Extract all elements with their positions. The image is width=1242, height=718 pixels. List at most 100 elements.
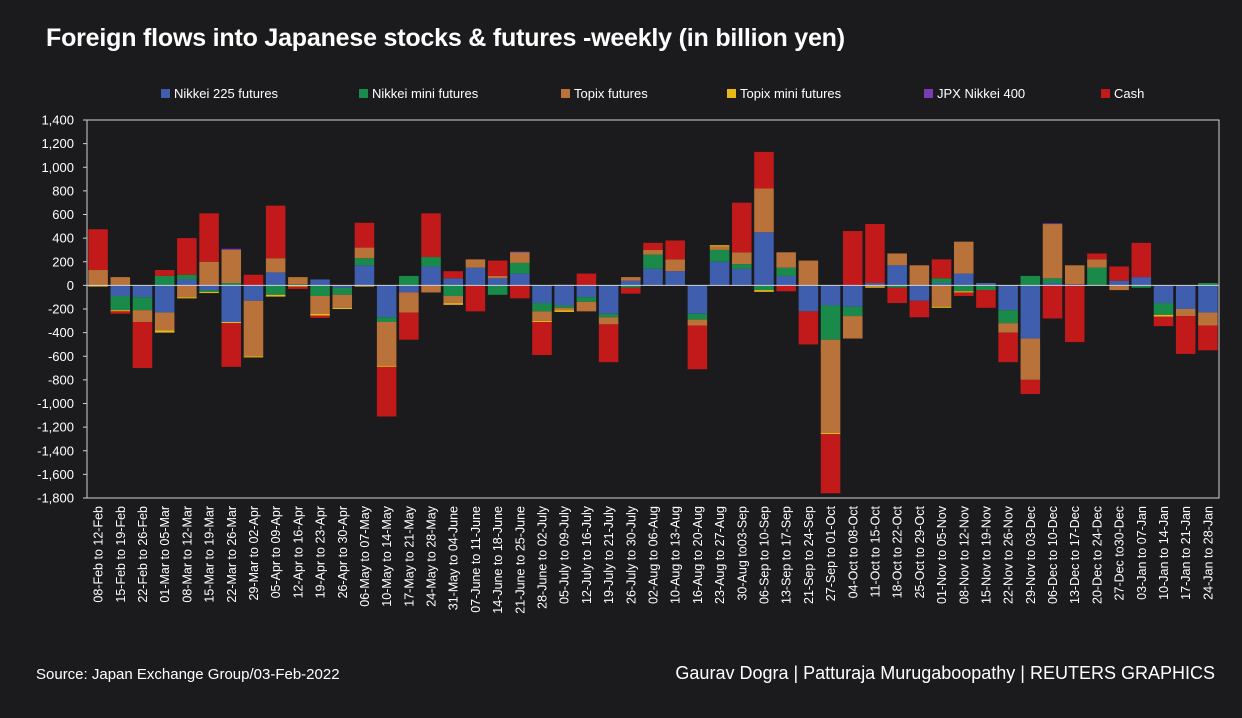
x-tick-label: 13-Sep to 17-Sep <box>780 506 794 604</box>
bar-segment-nikkei-225-futures <box>976 283 996 286</box>
bar-segment-topix-mini-futures <box>532 320 552 322</box>
bar-segment-nikkei-225-futures <box>221 285 242 322</box>
bar-segment-nikkei-mini-futures <box>532 303 552 312</box>
bar-segment-cash <box>1153 316 1174 327</box>
bar-segment-nikkei-225-futures <box>332 285 353 288</box>
bar-segment-topix-futures <box>243 300 264 357</box>
x-tick-label: 05-Apr to 09-Apr <box>269 506 283 598</box>
legend-label: Topix futures <box>574 86 648 101</box>
bar-segment-nikkei-mini-futures <box>510 262 530 274</box>
bar-segment-cash <box>732 202 752 253</box>
bar-segment-cash <box>154 270 175 276</box>
bar-segment-nikkei-mini-futures <box>754 285 774 291</box>
bar-segment-nikkei-mini-futures <box>998 310 1018 324</box>
bar-segment-cash <box>820 434 841 494</box>
bar-segment-topix-futures <box>265 258 286 273</box>
bar-segment-topix-mini-futures <box>953 291 974 293</box>
legend-swatch-topix-futures <box>561 89 570 98</box>
bar-segment-nikkei-225-futures <box>709 261 730 286</box>
bar-segment-jpx-nikkei-400 <box>1042 223 1063 225</box>
bar-segment-topix-futures <box>288 277 308 285</box>
y-tick-label: -800 <box>48 372 74 387</box>
x-tick-label: 19-July to 21-July <box>602 505 616 604</box>
legend-label: Cash <box>1114 86 1145 101</box>
x-tick-label: 17-Jan to 21-Jan <box>1179 506 1193 600</box>
bar-segment-nikkei-225-futures <box>865 283 885 286</box>
bar-segment-cash <box>976 290 996 308</box>
bar-segment-nikkei-225-futures <box>1109 280 1129 286</box>
bar-segment-topix-futures <box>487 275 508 279</box>
y-tick-label: -1,400 <box>37 443 74 458</box>
bar-segment-nikkei-225-futures <box>1064 284 1085 286</box>
bar-segment-topix-futures <box>88 270 108 286</box>
legend: Nikkei 225 futures Nikkei mini futures T… <box>0 86 1242 106</box>
x-tick-label: 29-Nov to 03-Dec <box>1024 506 1038 604</box>
y-tick-label: -200 <box>48 302 74 317</box>
x-tick-label: 15-Mar to 19-Mar <box>203 506 217 603</box>
x-tick-label: 06-May to 07-May <box>358 505 372 606</box>
bar-segment-nikkei-mini-futures <box>110 296 131 311</box>
bar-segment-topix-futures <box>332 294 353 308</box>
bar-segment-nikkei-mini-futures <box>1153 303 1174 315</box>
bar-segment-jpx-nikkei-400 <box>510 251 530 253</box>
y-tick-label: -400 <box>48 325 74 340</box>
bar-segment-topix-futures <box>1109 285 1129 291</box>
y-tick-label: 1,200 <box>41 136 74 151</box>
bar-segment-nikkei-mini-futures <box>265 285 286 295</box>
x-tick-label: 20-Dec to 24-Dec <box>1090 506 1104 604</box>
y-axis: 1,400 1,200 1,000 800 600 400 200 0 -200 -400 -600… <box>37 113 87 506</box>
bar-segment-nikkei-225-futures <box>998 285 1018 311</box>
y-tick-label: -1,200 <box>37 420 74 435</box>
bar-segment-nikkei-mini-futures <box>621 285 641 288</box>
y-tick-label: -600 <box>48 349 74 364</box>
bar-segment-cash <box>421 213 441 258</box>
legend-label: Nikkei 225 futures <box>174 86 279 101</box>
bar-segment-topix-futures <box>132 310 153 322</box>
bar-segment-nikkei-mini-futures <box>154 275 175 286</box>
legend-label: Topix mini futures <box>740 86 842 101</box>
x-tick-label: 15-Feb to 19-Feb <box>114 506 128 603</box>
bar-segment-topix-futures <box>443 296 463 304</box>
bar-segment-cash <box>621 287 641 294</box>
x-tick-label: 27-Dec to30-Dec <box>1113 506 1127 601</box>
bar-segment-nikkei-225-futures <box>465 267 486 286</box>
bar-segment-nikkei-225-futures <box>1198 285 1218 313</box>
bar-segment-nikkei-225-futures <box>532 285 552 304</box>
bar-segment-cash <box>909 300 930 318</box>
x-tick-label: 15-Nov to 19-Nov <box>979 505 993 604</box>
bar-segment-topix-futures <box>998 323 1018 333</box>
bar-segment-cash <box>931 259 952 279</box>
bar-segment-nikkei-mini-futures <box>199 290 219 292</box>
bar-segment-cash <box>687 325 708 370</box>
bar-segment-topix-futures <box>598 317 619 325</box>
x-tick-label: 02-Aug to 06-Aug <box>647 506 661 604</box>
bar-segment-topix-mini-futures <box>88 285 108 287</box>
bar-segment-nikkei-mini-futures <box>399 275 419 286</box>
bar-segment-nikkei-225-futures <box>931 283 952 286</box>
bar-segment-cash <box>354 222 375 248</box>
bar-segment-cash <box>487 260 508 276</box>
x-tick-label: 12-July to 16-July <box>580 505 594 604</box>
bar-segment-nikkei-225-futures <box>265 272 286 286</box>
bar-segment-cash <box>243 274 264 286</box>
bar-segment-cash <box>1109 266 1129 281</box>
bar-segment-nikkei-mini-futures <box>1131 285 1152 288</box>
bar-segment-topix-mini-futures <box>310 313 330 316</box>
bar-segment-topix-futures <box>776 252 796 268</box>
bar-segment-nikkei-225-futures <box>598 285 619 314</box>
bar-segment-topix-futures <box>554 307 574 311</box>
bar-segment-cash <box>110 311 131 314</box>
bar-segment-nikkei-mini-futures <box>1087 267 1107 286</box>
bar-segment-topix-futures <box>1087 259 1107 268</box>
bar-segment-cash <box>199 213 219 262</box>
x-axis: 08-Feb to 12-Feb 15-Feb to 19-Feb 22-Feb t… <box>92 505 1216 613</box>
x-tick-label: 30-Aug to03-Sep <box>735 506 749 601</box>
bar-segment-cash <box>953 292 974 296</box>
bar-segment-topix-futures <box>1020 338 1041 380</box>
bar-segment-nikkei-225-futures <box>243 285 264 301</box>
bar-segment-cash <box>510 285 530 299</box>
bar-segment-topix-mini-futures <box>199 291 219 294</box>
bar-segment-nikkei-mini-futures <box>332 287 353 295</box>
bar-segment-topix-mini-futures <box>709 245 730 247</box>
x-tick-label: 16-Aug to 20-Aug <box>691 506 705 604</box>
